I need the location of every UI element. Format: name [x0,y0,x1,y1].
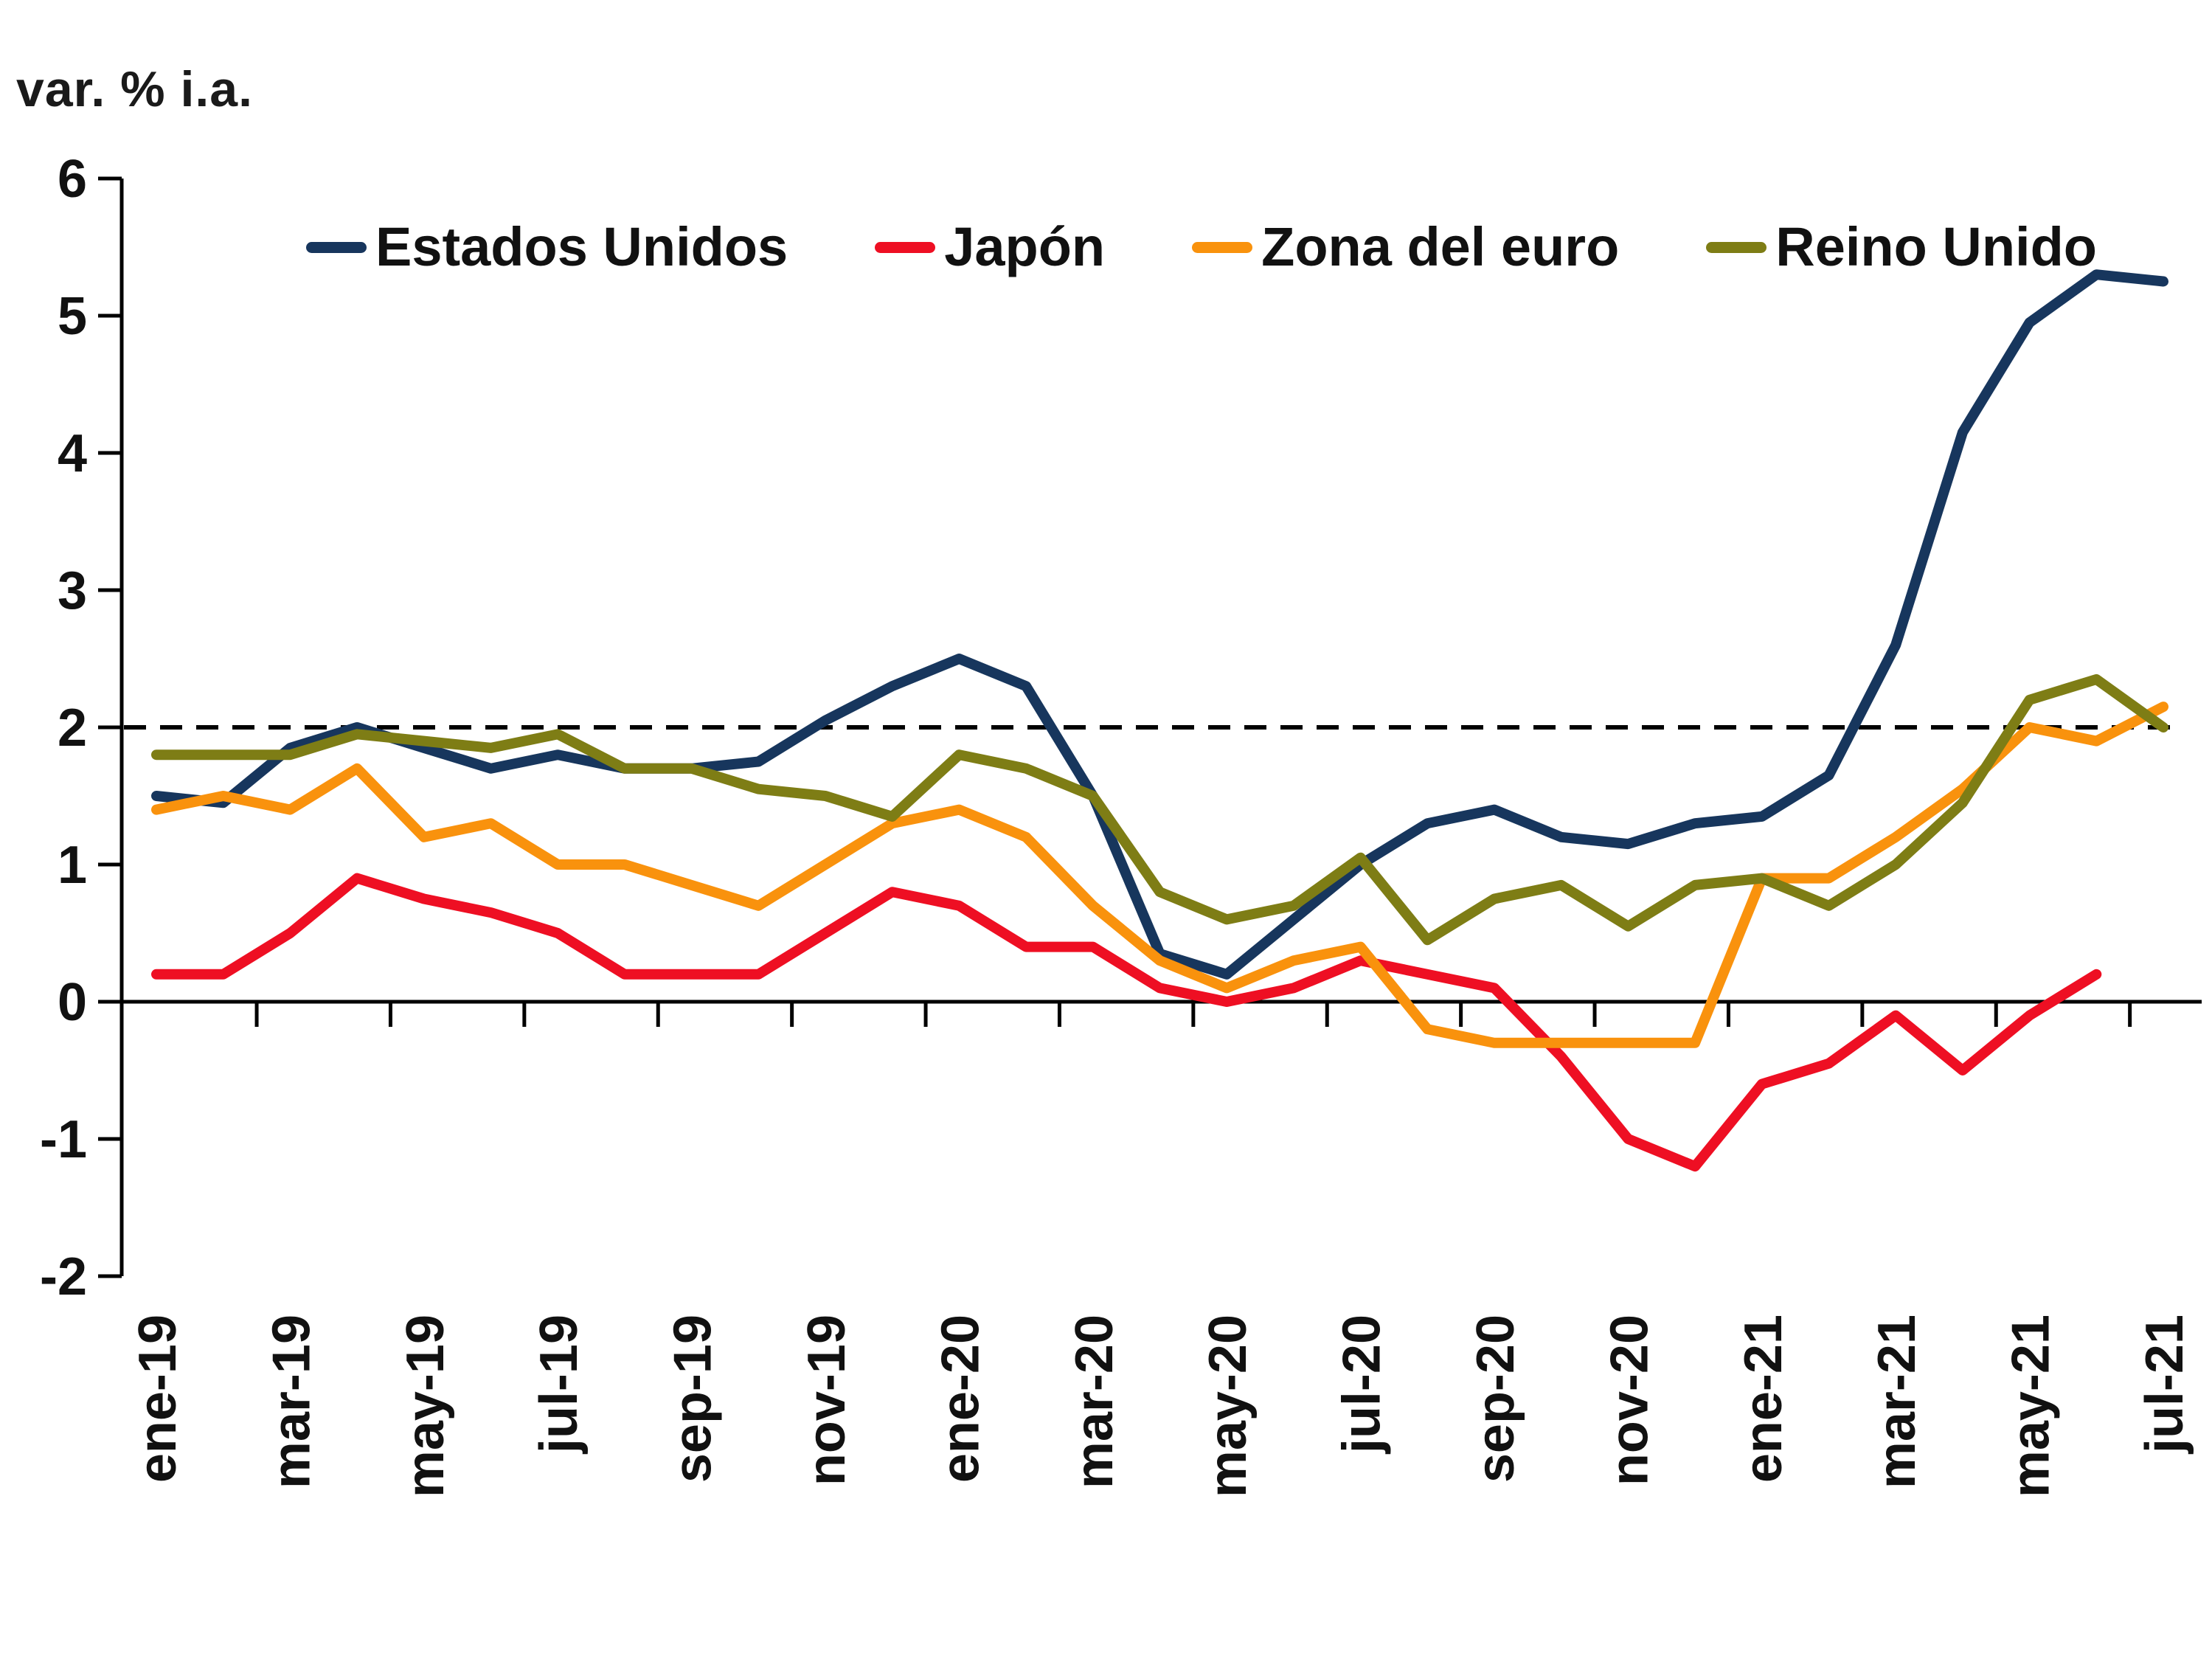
svg-text:mar-21: mar-21 [1868,1315,1927,1489]
svg-text:sep-20: sep-20 [1466,1315,1525,1483]
svg-text:mar-20: mar-20 [1065,1315,1124,1489]
legend-label-japon: Japón [944,216,1106,277]
svg-text:mar-19: mar-19 [262,1315,321,1489]
legend: Estados Unidos Japón Zona del euro Reino… [306,220,2097,274]
legend-label-zona-del-euro: Zona del euro [1261,216,1620,277]
svg-text:3: 3 [58,561,87,620]
svg-text:-1: -1 [40,1110,87,1169]
svg-text:6: 6 [58,150,87,209]
svg-text:nov-19: nov-19 [797,1315,856,1486]
svg-text:jul-19: jul-19 [530,1315,589,1455]
svg-text:may-19: may-19 [396,1315,455,1497]
legend-item-reino-unido: Reino Unido [1706,220,2097,274]
svg-text:jul-21: jul-21 [2135,1315,2194,1455]
legend-swatch-estados-unidos [306,241,367,253]
legend-item-zona-del-euro: Zona del euro [1192,220,1619,274]
svg-text:1: 1 [58,836,87,895]
legend-label-reino-unido: Reino Unido [1775,216,2098,277]
svg-text:nov-20: nov-20 [1600,1315,1659,1486]
svg-text:0: 0 [58,973,87,1032]
svg-text:-2: -2 [40,1247,87,1306]
svg-text:2: 2 [58,699,87,758]
svg-text:5: 5 [58,287,87,346]
legend-item-japon: Japón [875,220,1105,274]
svg-text:may-21: may-21 [2002,1315,2061,1497]
svg-text:jul-20: jul-20 [1333,1315,1392,1455]
svg-text:ene-21: ene-21 [1734,1315,1793,1483]
legend-swatch-zona-del-euro [1192,241,1253,253]
svg-text:ene-19: ene-19 [128,1315,187,1483]
legend-label-estados-unidos: Estados Unidos [375,216,788,277]
svg-text:sep-19: sep-19 [664,1315,723,1483]
svg-text:ene-20: ene-20 [931,1315,990,1483]
y-axis-unit-label: var. % i.a. [16,61,253,117]
svg-text:4: 4 [58,424,87,483]
svg-text:may-20: may-20 [1199,1315,1258,1497]
legend-swatch-japon [875,241,936,253]
legend-swatch-reino-unido [1706,241,1767,253]
legend-item-estados-unidos: Estados Unidos [306,220,788,274]
